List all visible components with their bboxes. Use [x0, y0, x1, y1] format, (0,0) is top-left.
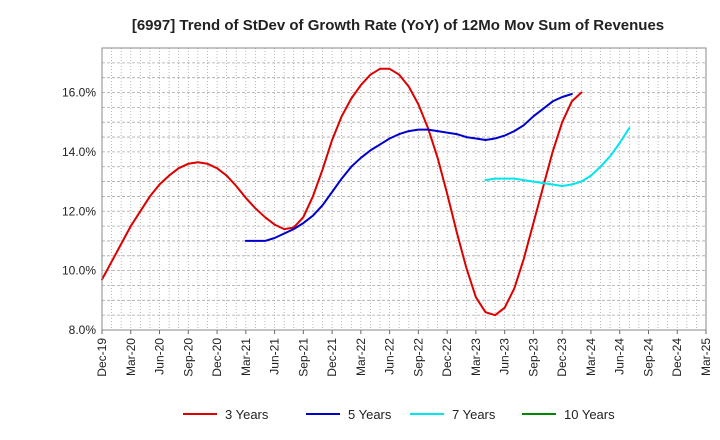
x-tick-label: Dec-21 [325, 338, 339, 377]
legend-label: 7 Years [452, 407, 496, 422]
series-line-7-years [484, 127, 631, 187]
x-tick-label: Mar-22 [354, 338, 368, 376]
x-tick-label: Jun-23 [498, 338, 512, 375]
y-tick-label: 14.0% [62, 145, 96, 159]
x-tick-label: Jun-24 [613, 338, 627, 375]
y-tick-label: 16.0% [62, 86, 96, 100]
x-tick-label: Sep-20 [181, 338, 195, 377]
x-tick-label: Jun-21 [268, 338, 282, 375]
series-layer [101, 67, 631, 317]
legend: 3 Years 5 Years 7 Years 10 Years [183, 407, 615, 422]
x-tick-label: Sep-22 [411, 338, 425, 377]
x-tick-label: Dec-20 [210, 338, 224, 377]
x-tick-label: Mar-23 [469, 338, 483, 376]
plot-frame [101, 47, 707, 331]
x-tick-label: Sep-23 [526, 338, 540, 377]
legend-label: 3 Years [225, 407, 269, 422]
x-tick-label: Dec-22 [440, 338, 454, 377]
x-tick-label: Jun-22 [383, 338, 397, 375]
plot-area [102, 48, 706, 330]
x-tick-label: Sep-24 [641, 338, 655, 377]
x-tick-label: Dec-24 [670, 338, 684, 377]
x-tick-label: Jun-20 [153, 338, 167, 375]
legend-label: 5 Years [348, 407, 392, 422]
x-tick-label: Mar-25 [699, 338, 713, 376]
x-tick-label: Sep-21 [296, 338, 310, 377]
x-tick-label: Dec-23 [555, 338, 569, 377]
x-tick-label: Mar-21 [239, 338, 253, 376]
series-line-3-years [101, 67, 583, 317]
y-tick-label: 8.0% [69, 323, 97, 337]
legend-label: 10 Years [564, 407, 615, 422]
y-tick-label: 10.0% [62, 264, 96, 278]
x-axis: Dec-19 Mar-20 Jun-20 Sep-20 Dec-20 Mar-21 Jun-… [95, 330, 713, 377]
x-tick-label: Mar-20 [124, 338, 138, 376]
grid [102, 47, 706, 330]
x-tick-label: Dec-19 [95, 338, 109, 377]
y-axis: 8.0% 10.0% 12.0% 14.0% 16.0% [62, 86, 96, 337]
y-tick-label: 12.0% [62, 204, 96, 218]
x-tick-label: Mar-24 [584, 338, 598, 376]
series-line-5-years [244, 93, 573, 242]
chart-title: [6997] Trend of StDev of Growth Rate (Yo… [132, 17, 664, 34]
